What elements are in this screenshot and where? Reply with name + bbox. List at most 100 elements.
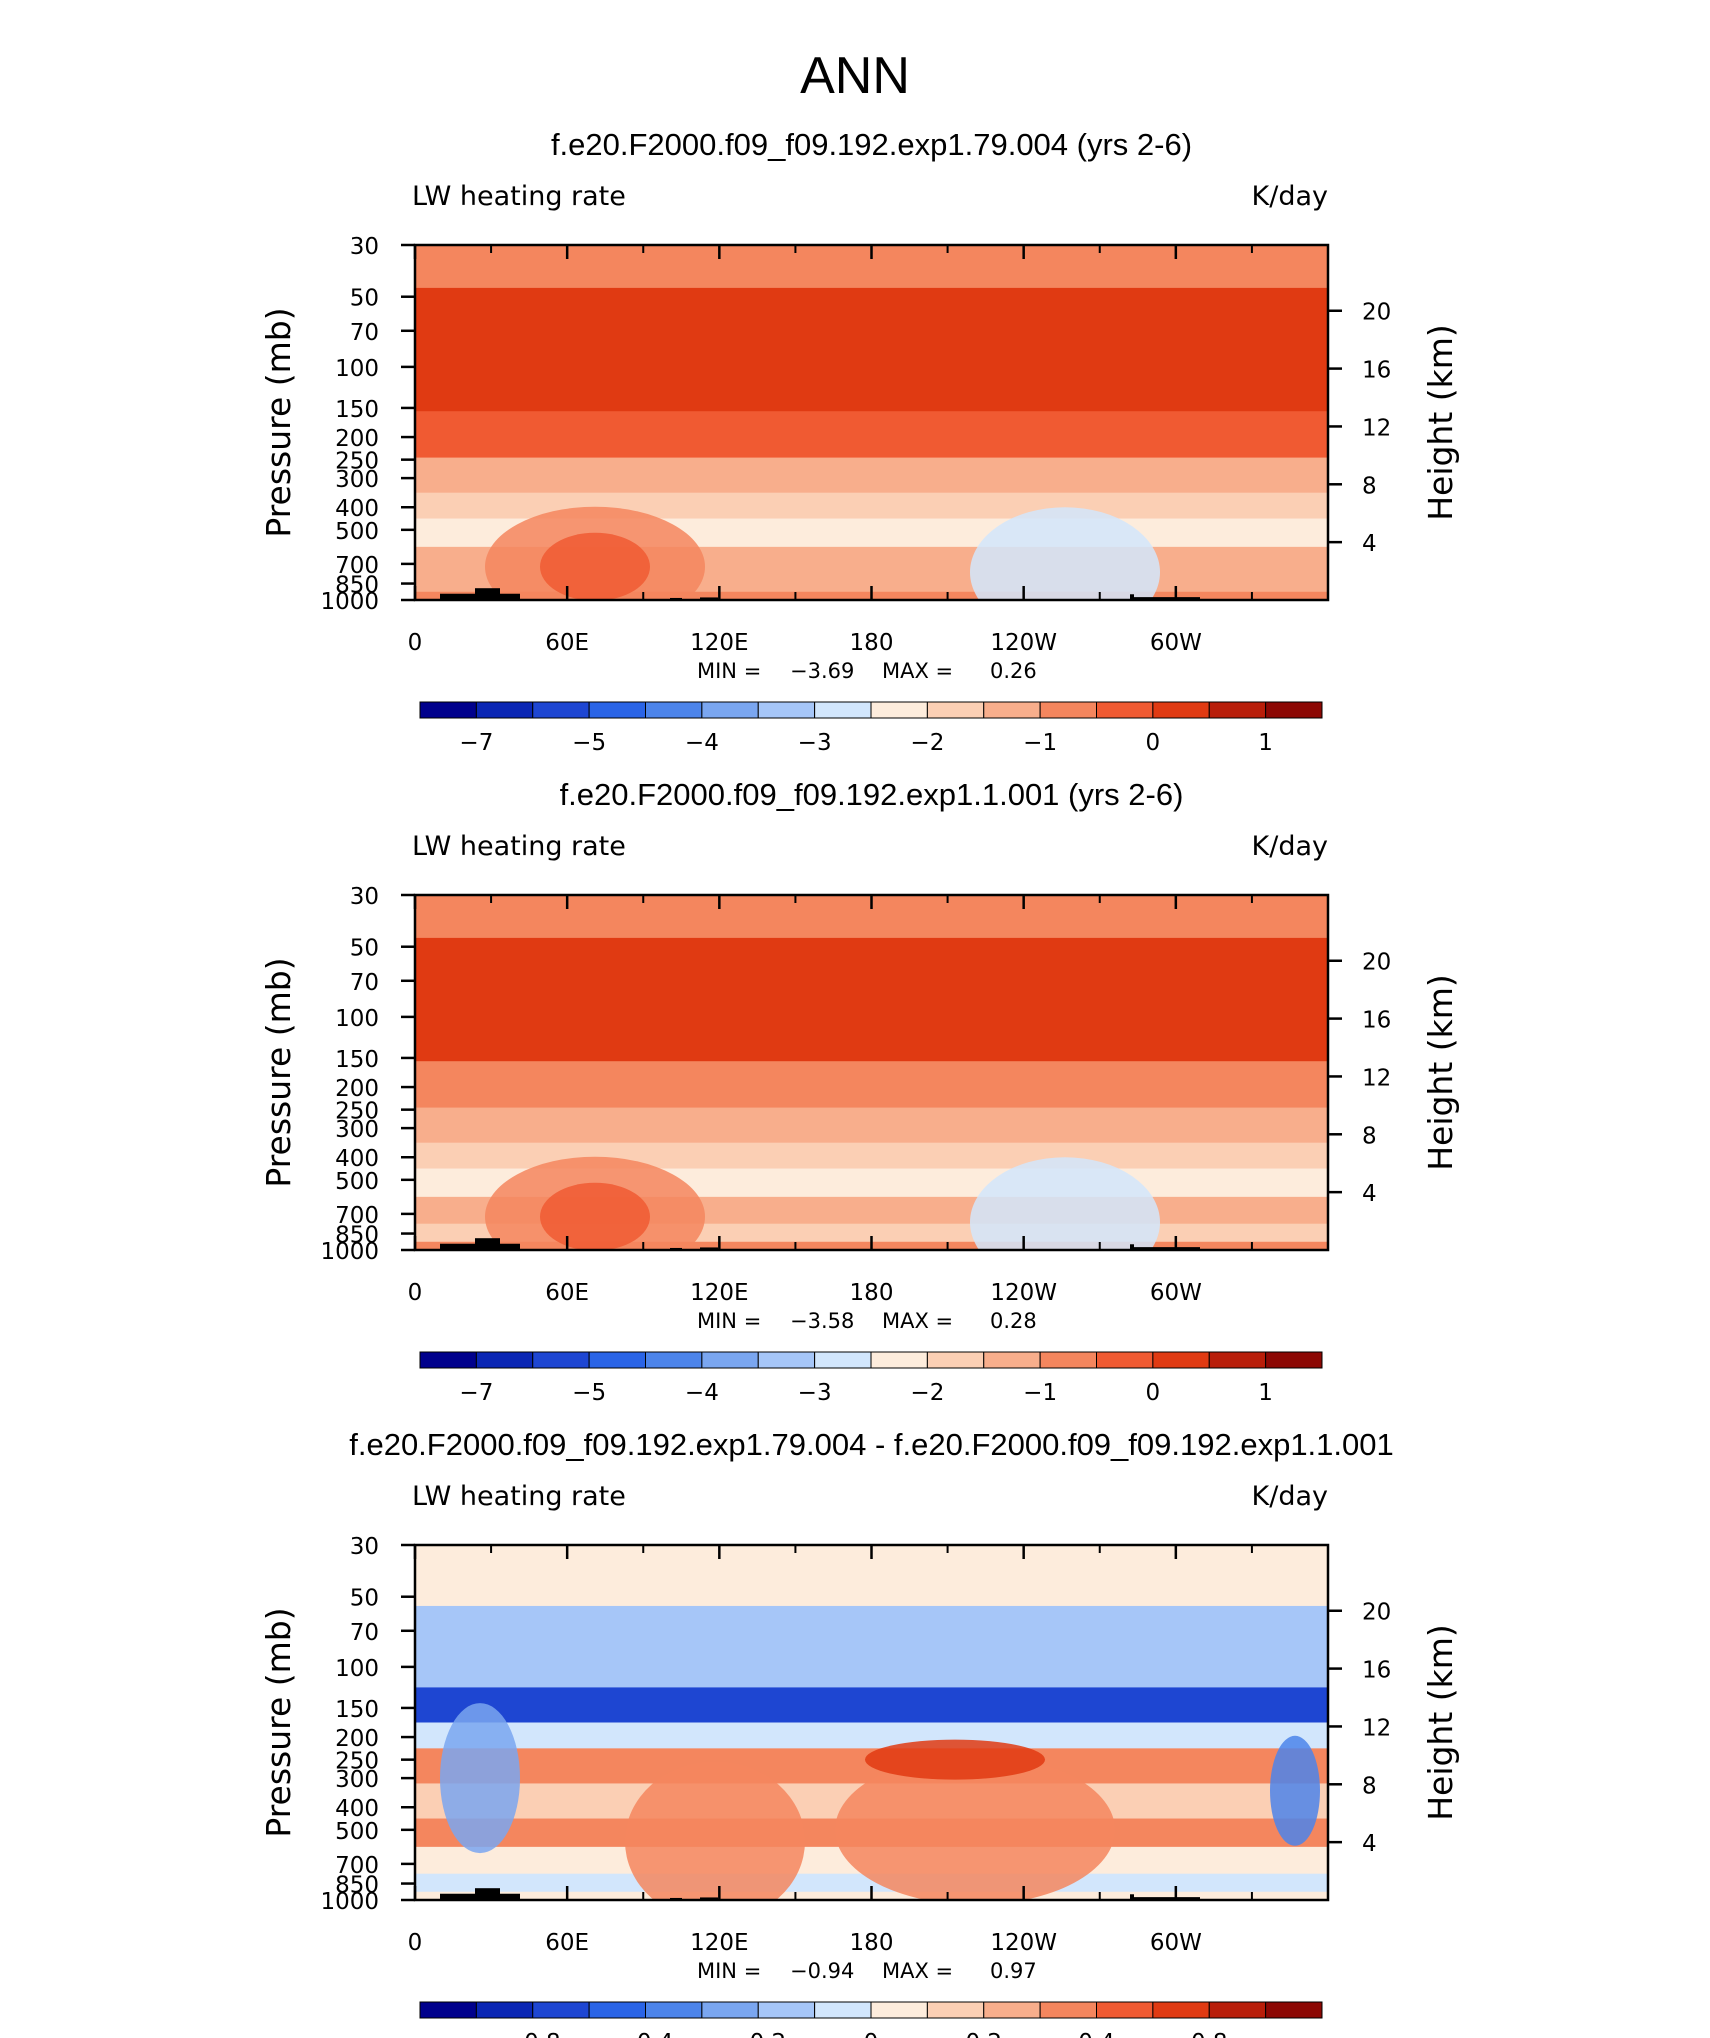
colorbar-tick-label: −3 bbox=[798, 1380, 832, 1406]
y-tick-label: 500 bbox=[335, 519, 379, 545]
colorbar-swatch bbox=[1039, 1351, 1097, 1369]
colorbar-tick-label: −3 bbox=[798, 730, 832, 756]
y-tick-label: 1000 bbox=[320, 1889, 379, 1915]
variable-label: LW heating rate bbox=[412, 831, 626, 862]
colorbar-tick-label: 0.4 bbox=[1078, 2030, 1115, 2038]
colorbar-swatch bbox=[1208, 1351, 1267, 1369]
topography bbox=[700, 1897, 718, 1900]
colorbar-swatch bbox=[1208, 2001, 1267, 2019]
units-label: K/day bbox=[1252, 831, 1328, 862]
colorbar-swatch bbox=[870, 701, 928, 719]
colorbar-tick-label: −0.2 bbox=[730, 2030, 786, 2038]
y2-tick-label: 20 bbox=[1362, 300, 1391, 326]
y2-axis-label: Height (km) bbox=[1421, 1624, 1460, 1821]
field-band bbox=[415, 937, 1328, 1009]
colorbar-swatch bbox=[701, 1351, 759, 1369]
contour-region bbox=[1580, 1156, 1710, 1226]
x-tick-label: 60W bbox=[1150, 630, 1202, 656]
field-band bbox=[415, 457, 1328, 494]
min-value: −3.69 bbox=[790, 659, 854, 683]
colorbar-swatch bbox=[588, 2001, 646, 2019]
x-tick-label: 60W bbox=[1150, 1930, 1202, 1956]
y-tick-label: 30 bbox=[350, 884, 379, 910]
contour-region bbox=[440, 1703, 520, 1854]
colorbar-swatch bbox=[701, 701, 759, 719]
contour-region bbox=[1547, 1157, 1603, 1277]
max-value: 0.97 bbox=[990, 1959, 1037, 1983]
x-tick-label: 0 bbox=[408, 1280, 423, 1306]
colorbar-swatch bbox=[475, 1351, 534, 1369]
max-value: 0.26 bbox=[990, 659, 1037, 683]
contour-field bbox=[415, 245, 1328, 600]
colorbar-swatch bbox=[1096, 1351, 1154, 1369]
y-tick-label: 250 bbox=[335, 449, 379, 475]
figure-title: ANN bbox=[800, 47, 910, 105]
colorbar-swatch bbox=[814, 2001, 872, 2019]
contour-region bbox=[1525, 1825, 1710, 1925]
colorbar-swatch bbox=[532, 1351, 590, 1369]
y-tick-label: 850 bbox=[335, 1873, 379, 1899]
y-tick-label: 200 bbox=[335, 1076, 379, 1102]
chart-panel-3: f.e20.F2000.f09_f09.192.exp1.79.004 - f.… bbox=[259, 1427, 1710, 2038]
y-tick-label: 30 bbox=[350, 234, 379, 260]
colorbar-swatch bbox=[1096, 2001, 1154, 2019]
contour-field bbox=[415, 895, 1710, 1277]
y-tick-label: 850 bbox=[335, 1223, 379, 1249]
y2-tick-label: 12 bbox=[1362, 1715, 1391, 1741]
max-label: MAX = bbox=[882, 1959, 953, 1983]
contour-region bbox=[970, 507, 1160, 600]
colorbar-swatch bbox=[588, 1351, 646, 1369]
colorbar-swatch bbox=[701, 2001, 759, 2019]
min-label: MIN = bbox=[697, 1309, 761, 1333]
colorbar-swatch bbox=[1265, 2001, 1323, 2019]
colorbar: −7 −5 −4 −3 −2 −1 0 1 bbox=[419, 701, 1323, 756]
colorbar-swatch bbox=[1039, 2001, 1097, 2019]
colorbar-swatch bbox=[926, 701, 985, 719]
y-tick-label: 100 bbox=[335, 1656, 379, 1682]
colorbar-swatch bbox=[419, 2001, 477, 2019]
min-label: MIN = bbox=[697, 659, 761, 683]
y-tick-label: 30 bbox=[350, 1534, 379, 1560]
colorbar-tick-label: −0.8 bbox=[505, 2030, 561, 2038]
variable-label: LW heating rate bbox=[412, 1481, 626, 1512]
topography bbox=[1130, 597, 1200, 600]
colorbar-swatch bbox=[814, 1351, 872, 1369]
colorbar-tick-label: −4 bbox=[685, 730, 719, 756]
colorbar-swatch bbox=[475, 2001, 534, 2019]
colorbar-tick-label: −5 bbox=[572, 1380, 606, 1406]
x-tick-label: 180 bbox=[850, 630, 894, 656]
variable-label: LW heating rate bbox=[412, 181, 626, 212]
topography bbox=[1130, 1897, 1200, 1900]
x-tick-label: 120W bbox=[990, 1280, 1057, 1306]
colorbar-swatch bbox=[1152, 1351, 1210, 1369]
colorbar-tick-label: 0.8 bbox=[1191, 2030, 1228, 2038]
contour-region bbox=[1270, 1735, 1320, 1846]
colorbar-swatch bbox=[532, 701, 590, 719]
panel-title: f.e20.F2000.f09_f09.192.exp1.79.004 - f.… bbox=[349, 1427, 1394, 1462]
max-label: MAX = bbox=[882, 1309, 953, 1333]
x-tick-label: 60E bbox=[545, 1280, 589, 1306]
colorbar-swatch bbox=[1096, 701, 1154, 719]
colorbar-swatch bbox=[1152, 2001, 1210, 2019]
contour-field bbox=[415, 1545, 1710, 1925]
contour-region bbox=[835, 1754, 1115, 1900]
chart-panel-1: f.e20.F2000.f09_f09.192.exp1.79.004 (yrs… bbox=[259, 127, 1460, 756]
colorbar-swatch bbox=[588, 701, 646, 719]
x-tick-label: 60E bbox=[545, 630, 589, 656]
colorbar-tick-label: −5 bbox=[572, 730, 606, 756]
min-label: MIN = bbox=[697, 1959, 761, 1983]
y2-tick-label: 12 bbox=[1362, 415, 1391, 441]
x-tick-label: 120E bbox=[690, 1280, 748, 1306]
topography bbox=[700, 1247, 718, 1250]
field-band bbox=[415, 1107, 1328, 1144]
y-tick-label: 150 bbox=[335, 397, 379, 423]
y-tick-label: 150 bbox=[335, 1697, 379, 1723]
y-tick-label: 100 bbox=[335, 356, 379, 382]
contour-region bbox=[540, 532, 650, 600]
field-band bbox=[415, 1605, 1328, 1688]
x-tick-label: 120W bbox=[990, 630, 1057, 656]
y-axis-label: Pressure (mb) bbox=[259, 957, 298, 1187]
field-band bbox=[415, 1008, 1328, 1062]
topography bbox=[475, 588, 500, 600]
y-tick-label: 1000 bbox=[320, 1239, 379, 1265]
